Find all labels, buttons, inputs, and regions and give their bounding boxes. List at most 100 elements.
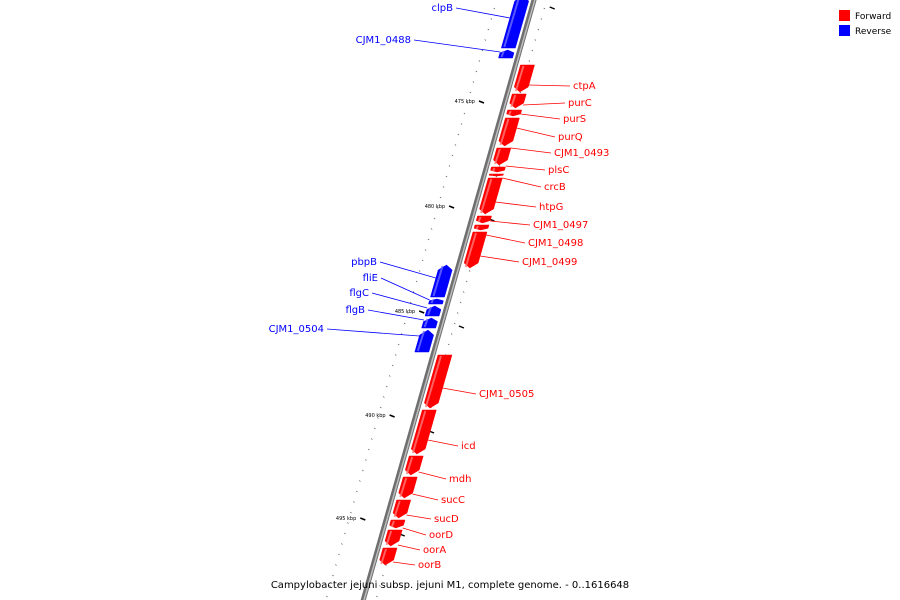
scale-dot: [385, 385, 388, 388]
scale-dot: [335, 564, 337, 566]
gene-label-oorb[interactable]: oorB: [418, 560, 441, 571]
scale-dot: [448, 165, 451, 167]
gene-arrow-crcb[interactable]: [488, 173, 504, 177]
gene-label-oord[interactable]: oorD: [429, 530, 453, 541]
scale-dot: [326, 595, 328, 598]
gene-label-plsc[interactable]: plsC: [548, 165, 569, 176]
scale-dot: [436, 207, 439, 209]
scale-dot: [350, 511, 352, 514]
scale-dot: [466, 102, 469, 104]
kbp-label: 475 kbp: [455, 99, 475, 105]
kbp-label: 480 kbp: [425, 204, 445, 210]
gene-label-flie[interactable]: fliE: [363, 273, 378, 284]
scale-dot: [424, 249, 427, 251]
gene-arrows: [379, 0, 535, 566]
gene-label-flgc[interactable]: flgC: [349, 288, 369, 299]
gene-label-purs[interactable]: purS: [563, 114, 586, 125]
gene-arrow-flie[interactable]: [428, 298, 444, 305]
gene-label-pbpb[interactable]: pbpB: [351, 257, 377, 268]
gene-label-purc[interactable]: purC: [568, 98, 592, 109]
kbp-label: 490 kbp: [365, 413, 385, 419]
gene-arrow-cjm1_0488[interactable]: [498, 49, 515, 59]
scale-dot: [439, 196, 442, 199]
label-leader: [379, 261, 436, 279]
gene-label-crcb[interactable]: crcB: [544, 182, 566, 193]
label-leader: [520, 113, 561, 120]
label-leader: [393, 561, 416, 566]
scale-dot: [344, 532, 346, 535]
scale-dot: [356, 490, 358, 493]
scale-dot: [531, 49, 534, 52]
scale-dot: [459, 301, 462, 304]
gene-arrow-cjm1_0505[interactable]: [424, 354, 453, 409]
label-leader: [486, 234, 526, 244]
scale-dot: [379, 406, 382, 409]
gene-label-mdh[interactable]: mdh: [449, 474, 471, 485]
label-leader: [490, 220, 531, 226]
label-leader: [397, 544, 421, 551]
gene-label-cjm1_0504[interactable]: CJM1_0504: [269, 324, 324, 335]
label-leader: [406, 514, 432, 520]
gene-label-cjm1_0488[interactable]: CJM1_0488: [356, 35, 411, 46]
legend-forward-label: Forward: [855, 12, 891, 22]
scale-dot: [341, 543, 343, 545]
label-leader: [427, 439, 459, 447]
scale-dot: [382, 574, 384, 577]
gene-label-cjm1_0499[interactable]: CJM1_0499: [522, 257, 577, 268]
gene-arrow-succ[interactable]: [398, 476, 418, 499]
label-leader: [380, 277, 430, 301]
genome-caption: Campylobacter jejuni subsp. jejuni M1, c…: [271, 580, 629, 591]
scale-dot: [415, 280, 418, 283]
scale-dot: [376, 417, 379, 419]
label-leader: [528, 84, 571, 87]
genome-backbone: [360, 0, 537, 600]
label-leader: [413, 39, 501, 53]
scale-dot: [540, 18, 543, 20]
scale-dot: [498, 165, 501, 167]
gene-label-purq[interactable]: purQ: [558, 132, 583, 143]
scale-dot: [528, 60, 531, 62]
gene-label-oora[interactable]: oorA: [423, 545, 446, 556]
gene-label-cjm1_0498[interactable]: CJM1_0498: [528, 238, 583, 249]
scale-dot: [475, 70, 478, 73]
scale-dot: [412, 291, 415, 293]
gene-arrow-ctpa[interactable]: [513, 64, 535, 93]
gene-arrow-purq[interactable]: [498, 117, 520, 147]
gene-label-flgb[interactable]: flgB: [345, 305, 365, 316]
legend-forward-swatch: [839, 10, 850, 21]
label-leader: [412, 493, 439, 501]
gene-label-clpb[interactable]: clpB: [432, 3, 454, 14]
gene-label-cjm1_0497[interactable]: CJM1_0497: [533, 220, 588, 231]
label-leader: [418, 471, 447, 480]
label-leader: [516, 127, 556, 138]
scale-dot: [534, 39, 537, 41]
scale-dot: [406, 312, 409, 314]
gene-labels: clpB CJM1_0488 ctpA purC purS purQ CJM1_0493pl…: [269, 3, 610, 571]
gene-label-sucd[interactable]: sucD: [434, 514, 459, 525]
gene-arrow-sucd[interactable]: [392, 499, 412, 519]
scale-dot: [358, 480, 361, 482]
gene-label-htpg[interactable]: htpG: [539, 202, 563, 213]
scale-dot: [382, 396, 385, 398]
legend: Forward Reverse: [839, 10, 892, 37]
label-leaders: [326, 7, 571, 566]
gene-label-succ[interactable]: sucC: [441, 495, 465, 506]
gene-arrow-cjm1_0499[interactable]: [463, 231, 488, 269]
scale-dot: [364, 459, 367, 461]
scale-dot: [468, 270, 471, 272]
gene-label-icd[interactable]: icd: [461, 441, 476, 452]
gene-label-cjm1_0493[interactable]: CJM1_0493: [554, 148, 609, 159]
gene-label-cjm1_0505[interactable]: CJM1_0505: [479, 389, 534, 400]
scale-dot: [472, 81, 475, 83]
kbp-label: 485 kbp: [395, 309, 415, 315]
gene-arrow-icd[interactable]: [410, 409, 437, 455]
label-leader: [495, 201, 537, 208]
gene-arrow-htpg[interactable]: [479, 177, 503, 215]
kbp-tick: [458, 325, 465, 329]
scale-dot: [373, 427, 376, 430]
gene-label-ctpa[interactable]: ctpA: [573, 81, 596, 92]
scale-dot: [367, 448, 370, 451]
gene-arrow-mdh[interactable]: [404, 455, 424, 476]
kbp-tick: [448, 205, 455, 209]
scale-dot: [427, 238, 430, 241]
